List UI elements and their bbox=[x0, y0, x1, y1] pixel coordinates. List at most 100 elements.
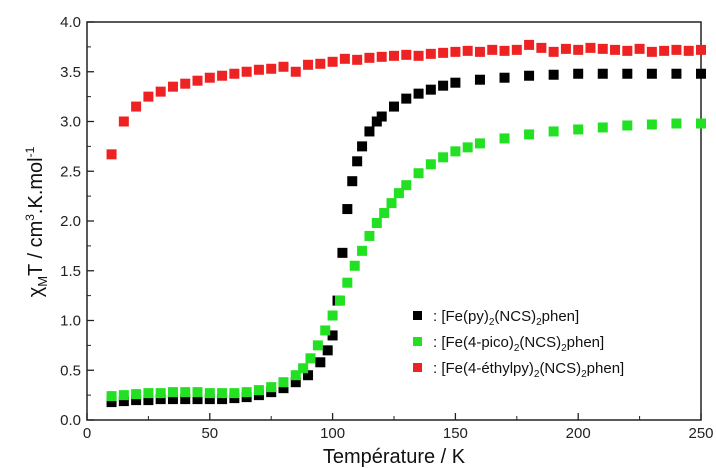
data-point bbox=[298, 363, 309, 374]
data-point bbox=[131, 395, 142, 406]
data-point bbox=[671, 118, 682, 129]
x-tick-label: 250 bbox=[688, 425, 713, 442]
data-point bbox=[180, 394, 191, 405]
data-point bbox=[597, 43, 608, 54]
data-point bbox=[131, 101, 142, 112]
data-point bbox=[322, 345, 333, 356]
data-point bbox=[560, 43, 571, 54]
legend-item: : [Fe(4-pico)2(NCS)2phen] bbox=[413, 334, 604, 354]
data-point bbox=[217, 394, 228, 405]
data-point bbox=[622, 68, 633, 79]
data-point bbox=[131, 389, 142, 400]
y-tick-label: 4.0 bbox=[60, 14, 81, 31]
data-point bbox=[167, 394, 178, 405]
data-point bbox=[143, 388, 154, 399]
data-point bbox=[229, 388, 240, 399]
data-point bbox=[671, 44, 682, 55]
data-point bbox=[290, 66, 301, 77]
data-point bbox=[683, 45, 694, 56]
data-point bbox=[622, 45, 633, 56]
data-point bbox=[671, 68, 682, 79]
data-point bbox=[106, 397, 117, 408]
data-point bbox=[386, 198, 397, 209]
data-point bbox=[646, 46, 657, 57]
data-point bbox=[536, 42, 547, 53]
legend-label-series-2: : [Fe(4-pico)2(NCS)2phen] bbox=[433, 334, 604, 354]
data-point bbox=[597, 122, 608, 133]
legend-marker-series-1 bbox=[413, 311, 422, 320]
x-tick-label: 150 bbox=[443, 425, 468, 442]
data-point bbox=[634, 43, 645, 54]
x-tick-label: 0 bbox=[83, 425, 91, 442]
data-point bbox=[349, 260, 360, 271]
data-point bbox=[499, 72, 510, 83]
data-point bbox=[303, 370, 314, 381]
y-axis-label: χMT / cm3.K.mol-1 bbox=[23, 146, 50, 297]
data-point bbox=[450, 77, 461, 88]
y-tick-label: 3.5 bbox=[60, 64, 81, 81]
data-point bbox=[474, 46, 485, 57]
data-point bbox=[204, 72, 215, 83]
data-point bbox=[413, 168, 424, 179]
data-point bbox=[315, 58, 326, 69]
data-point bbox=[524, 129, 535, 140]
data-point bbox=[438, 152, 449, 163]
data-point bbox=[278, 383, 289, 394]
data-point bbox=[305, 353, 316, 364]
series-1 bbox=[106, 68, 706, 408]
data-point bbox=[337, 247, 348, 258]
data-point bbox=[143, 91, 154, 102]
data-point bbox=[253, 64, 264, 75]
data-point bbox=[389, 50, 399, 61]
data-point bbox=[573, 124, 584, 135]
legend: : [Fe(py)2(NCS)2phen] : [Fe(4-pico)2(NCS… bbox=[413, 308, 624, 380]
data-point bbox=[315, 357, 326, 368]
data-point bbox=[347, 176, 358, 187]
data-point bbox=[266, 382, 277, 393]
data-point bbox=[371, 217, 382, 228]
data-point bbox=[413, 88, 424, 99]
data-point bbox=[241, 387, 252, 398]
data-point bbox=[278, 377, 289, 388]
data-point bbox=[204, 388, 215, 399]
data-point bbox=[413, 50, 424, 61]
data-point bbox=[204, 394, 215, 405]
data-point bbox=[118, 390, 129, 401]
data-point bbox=[487, 44, 498, 55]
data-point bbox=[425, 84, 436, 95]
data-point bbox=[118, 396, 129, 407]
x-tick-label: 100 bbox=[320, 425, 345, 442]
data-point bbox=[474, 74, 485, 85]
data-point bbox=[474, 138, 485, 149]
data-point bbox=[167, 81, 178, 92]
legend-item: : [Fe(py)2(NCS)2phen] bbox=[413, 308, 579, 328]
data-point bbox=[229, 68, 240, 79]
y-tick-label: 2.0 bbox=[60, 213, 81, 230]
legend-label-series-3: : [Fe(4-éthylpy)2(NCS)2phen] bbox=[433, 360, 624, 380]
data-point bbox=[342, 277, 353, 288]
data-point bbox=[155, 86, 166, 97]
data-point bbox=[106, 149, 117, 160]
data-point bbox=[573, 44, 584, 55]
data-point bbox=[342, 204, 353, 215]
x-axis: 0 50 100 150 200 250 bbox=[83, 413, 714, 442]
data-point bbox=[290, 377, 301, 388]
data-point bbox=[217, 388, 228, 399]
data-markers bbox=[106, 39, 706, 408]
y-tick-label: 0.5 bbox=[60, 362, 81, 379]
data-point bbox=[389, 101, 399, 112]
data-point bbox=[511, 44, 522, 55]
data-point bbox=[450, 46, 461, 57]
data-point bbox=[327, 56, 338, 67]
data-point bbox=[143, 395, 154, 406]
data-point bbox=[118, 116, 129, 127]
x-tick-label: 200 bbox=[566, 425, 591, 442]
data-point bbox=[393, 188, 404, 199]
data-point bbox=[696, 68, 706, 79]
legend-marker-series-2 bbox=[413, 337, 422, 346]
data-point bbox=[499, 133, 510, 144]
data-point bbox=[499, 45, 510, 56]
legend-label-series-1: : [Fe(py)2(NCS)2phen] bbox=[433, 308, 579, 328]
data-point bbox=[659, 45, 670, 56]
